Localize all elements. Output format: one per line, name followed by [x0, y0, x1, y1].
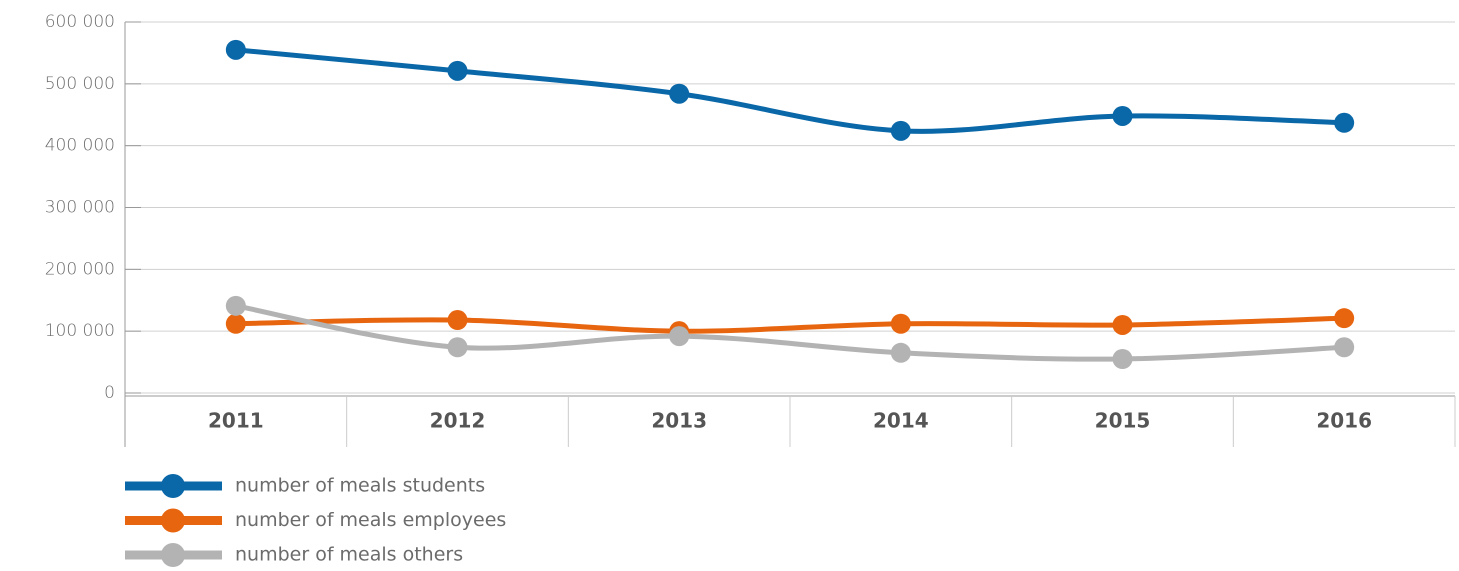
data-point: [669, 83, 690, 104]
data-point: [447, 60, 468, 81]
series-line: [235, 315, 1345, 334]
x-tick-label: 2014: [873, 409, 929, 433]
y-tick-label: 200 000: [45, 259, 115, 279]
x-tick-label: 2012: [430, 409, 486, 433]
data-point: [225, 295, 246, 316]
data-point: [225, 313, 246, 334]
data-point: [1334, 308, 1355, 329]
data-point: [1334, 112, 1355, 133]
series-line: [235, 303, 1345, 362]
series-line: [235, 47, 1345, 134]
legend-label: number of meals others: [235, 544, 463, 566]
x-tick-label: 2016: [1316, 409, 1372, 433]
y-tick-label: 0: [104, 383, 115, 403]
y-tick-label: 400 000: [45, 136, 115, 156]
y-tick-label: 600 000: [45, 12, 115, 32]
data-point: [890, 313, 911, 334]
data-point: [890, 342, 911, 363]
data-point: [669, 326, 690, 347]
data-point: [1112, 348, 1133, 369]
legend-marker: [161, 508, 185, 533]
data-point: [225, 39, 246, 60]
data-point: [1334, 337, 1355, 358]
data-point: [1112, 314, 1133, 335]
y-tick-label: 300 000: [45, 198, 115, 218]
data-point: [447, 337, 468, 358]
legend-marker: [161, 543, 185, 567]
y-tick-label: 500 000: [45, 74, 115, 94]
x-tick-label: 2013: [651, 409, 707, 433]
legend-label: number of meals students: [235, 475, 485, 497]
legend-label: number of meals employees: [235, 509, 506, 531]
legend-marker: [161, 474, 185, 498]
x-tick-label: 2011: [208, 409, 264, 433]
y-tick-label: 100 000: [45, 321, 115, 341]
x-tick-label: 2015: [1095, 409, 1151, 433]
data-point: [447, 310, 468, 331]
data-point: [890, 120, 911, 141]
data-point: [1112, 105, 1133, 126]
